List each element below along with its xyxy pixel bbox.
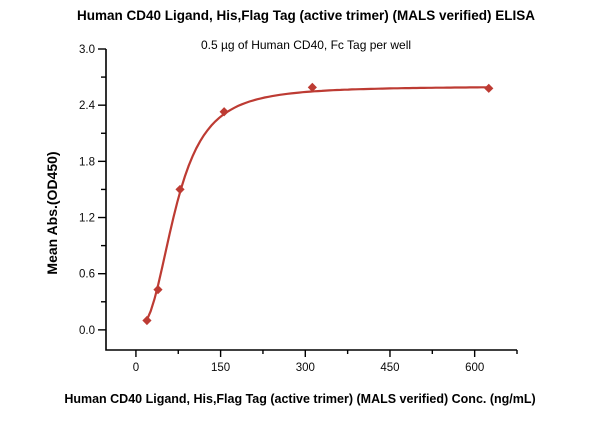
data-point-marker — [153, 285, 163, 295]
y-axis-title: Mean Abs.(OD450) — [44, 151, 60, 275]
fit-curve — [145, 86, 490, 321]
y-tick-label: 0.6 — [79, 269, 95, 281]
data-point-marker — [175, 184, 185, 195]
x-tick-label: 150 — [211, 362, 230, 374]
data-point-marker — [142, 315, 152, 326]
axis-spine — [105, 49, 517, 351]
data-point-marker — [219, 107, 229, 117]
y-tick-label: 3.0 — [79, 44, 95, 56]
y-tick-label: 1.2 — [79, 213, 95, 225]
x-tick-label: 600 — [465, 362, 484, 374]
chart-subtitle: 0.5 µg of Human CD40, Fc Tag per well — [200, 38, 412, 52]
x-tick-label: 300 — [296, 362, 315, 374]
data-point-marker — [484, 83, 494, 93]
data-point-marker — [307, 82, 317, 92]
y-tick-label: 0.0 — [79, 325, 95, 337]
y-tick-label: 2.4 — [79, 100, 96, 112]
x-tick-label: 0 — [133, 362, 139, 374]
y-tick-label: 1.8 — [79, 156, 95, 168]
x-axis-title: Human CD40 Ligand, His,Flag Tag (active … — [64, 392, 536, 406]
chart-title: Human CD40 Ligand, His,Flag Tag (active … — [76, 8, 536, 23]
x-tick-label: 450 — [380, 362, 399, 374]
